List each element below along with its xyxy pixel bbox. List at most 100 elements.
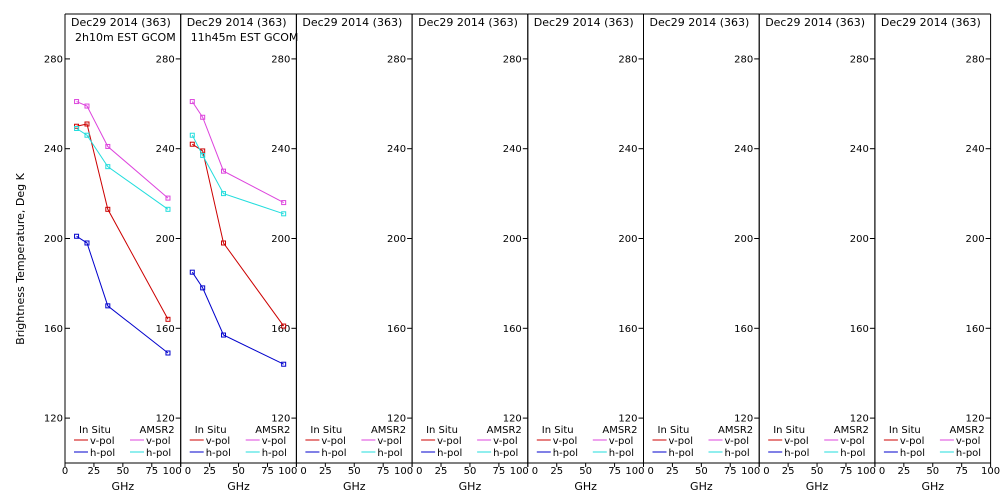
y-tick-label: 160 (734, 324, 753, 335)
panel-3: Dec29 2014 (363) 120 160 200 240 280 0 25 50 75 10… (295, 13, 413, 493)
panel-6: Dec29 2014 (363) 120 160 200 240 280 0 25 50 75 10… (643, 13, 760, 493)
legend-label-amsr2-h: h-pol (840, 448, 865, 459)
panels-group: Dec29 2014 (363) 2h10m EST GCOM 120 160 200 2… (44, 13, 1000, 493)
legend-label-insitu-h: h-pol (437, 448, 462, 459)
x-tick-label: 75 (145, 466, 158, 477)
x-tick-label: 75 (608, 466, 621, 477)
y-tick-label: 240 (503, 144, 522, 155)
x-tick-label: 50 (116, 466, 129, 477)
panel-8: Dec29 2014 (363) 120 160 200 240 280 0 25 50 75 10… (874, 13, 1000, 493)
series-point (74, 99, 80, 105)
legend-label-amsr2-v: v-pol (146, 436, 171, 447)
x-tick-label: 0 (416, 466, 422, 477)
series-point (281, 211, 287, 217)
series-point (221, 168, 227, 174)
x-tick-label: 50 (579, 466, 592, 477)
legend-label-insitu-v: v-pol (90, 436, 115, 447)
x-tick-label: 100 (394, 466, 413, 477)
series-point (165, 350, 171, 356)
x-tick-label: 0 (879, 466, 885, 477)
x-tick-label: 25 (897, 466, 910, 477)
legend-label-amsr2-v: v-pol (609, 436, 634, 447)
x-tick-label: 75 (261, 466, 274, 477)
y-tick-label: 240 (156, 144, 175, 155)
legend-label-amsr2-h: h-pol (956, 448, 981, 459)
panel-2: Dec29 2014 (363) 11h45m EST GCOM 120 160 200… (180, 13, 299, 493)
y-tick-label: 160 (44, 324, 63, 335)
panel-title: Dec29 2014 (363) (418, 16, 518, 29)
x-axis-label: GHz (574, 480, 597, 493)
x-tick-label: 100 (857, 466, 876, 477)
y-tick-label: 120 (850, 414, 869, 425)
x-tick-label: 25 (782, 466, 795, 477)
x-tick-label: 0 (648, 466, 654, 477)
legend-label-insitu-h: h-pol (784, 448, 809, 459)
series-point (74, 233, 80, 239)
legend-header-insitu: In Situ (889, 425, 921, 436)
y-tick-label: 200 (503, 234, 522, 245)
series-point (105, 164, 111, 170)
x-tick-label: 100 (278, 466, 297, 477)
panel-subtitle: 2h10m EST GCOM (75, 31, 176, 44)
legend-label-amsr2-v: v-pol (493, 436, 518, 447)
series-line-3 (76, 101, 169, 199)
legend-header-insitu: In Situ (310, 425, 342, 436)
series-point (200, 114, 206, 120)
legend-label-insitu-h: h-pol (321, 448, 346, 459)
panel-title: Dec29 2014 (363) (187, 16, 287, 29)
x-tick-label: 50 (464, 466, 477, 477)
y-tick-label: 280 (734, 54, 753, 65)
legend-label-amsr2-h: h-pol (377, 448, 402, 459)
y-tick-label: 120 (271, 414, 290, 425)
legend-label-amsr2-v: v-pol (262, 436, 287, 447)
y-tick-label: 280 (966, 54, 985, 65)
series-point (84, 132, 90, 138)
legend-label-insitu-v: v-pol (437, 436, 462, 447)
y-tick-label: 120 (387, 414, 406, 425)
y-tick-label: 160 (966, 324, 985, 335)
legend-header-insitu: In Situ (426, 425, 458, 436)
legend-label-insitu-h: h-pol (553, 448, 578, 459)
panel-7: Dec29 2014 (363) 120 160 200 240 280 0 25 50 75 10… (758, 13, 876, 493)
x-tick-label: 25 (666, 466, 679, 477)
panel-1: Dec29 2014 (363) 2h10m EST GCOM 120 160 200 2… (44, 13, 182, 493)
series-point (105, 303, 111, 309)
series-line-2 (76, 235, 169, 354)
legend-label-insitu-h: h-pol (669, 448, 694, 459)
panel-4: Dec29 2014 (363) 120 160 200 240 280 0 25 50 75 10… (411, 13, 529, 493)
y-tick-label: 160 (503, 324, 522, 335)
y-tick-label: 200 (271, 234, 290, 245)
x-tick-label: 75 (955, 466, 968, 477)
series-point (189, 141, 195, 147)
legend-header-amsr2: AMSR2 (487, 425, 522, 436)
x-tick-label: 75 (493, 466, 506, 477)
legend-label-amsr2-h: h-pol (146, 448, 171, 459)
x-tick-label: 0 (300, 466, 306, 477)
x-axis-label: GHz (690, 480, 713, 493)
series-point (221, 191, 227, 197)
series-point (189, 132, 195, 138)
x-tick-label: 100 (981, 466, 1000, 477)
series-line-1 (76, 123, 169, 320)
legend-label-insitu-v: v-pol (321, 436, 346, 447)
series-point (84, 240, 90, 246)
legend-label-insitu-h: h-pol (206, 448, 231, 459)
panel-subtitle: 11h45m EST GCOM (191, 31, 299, 44)
series-point (189, 99, 195, 105)
x-axis-label: GHz (343, 480, 366, 493)
legend-header-amsr2: AMSR2 (140, 425, 175, 436)
y-tick-label: 160 (850, 324, 869, 335)
panel-5: Dec29 2014 (363) 120 160 200 240 280 0 25 50 75 10… (527, 13, 645, 493)
y-tick-label: 200 (734, 234, 753, 245)
x-tick-label: 50 (232, 466, 245, 477)
legend-label-amsr2-h: h-pol (609, 448, 634, 459)
legend-label-insitu-v: v-pol (206, 436, 231, 447)
series-point (84, 121, 90, 127)
y-tick-label: 160 (387, 324, 406, 335)
y-tick-label: 240 (44, 144, 63, 155)
legend-header-amsr2: AMSR2 (602, 425, 637, 436)
panel-title: Dec29 2014 (363) (881, 16, 981, 29)
y-tick-label: 120 (618, 414, 637, 425)
series-point (200, 285, 206, 291)
